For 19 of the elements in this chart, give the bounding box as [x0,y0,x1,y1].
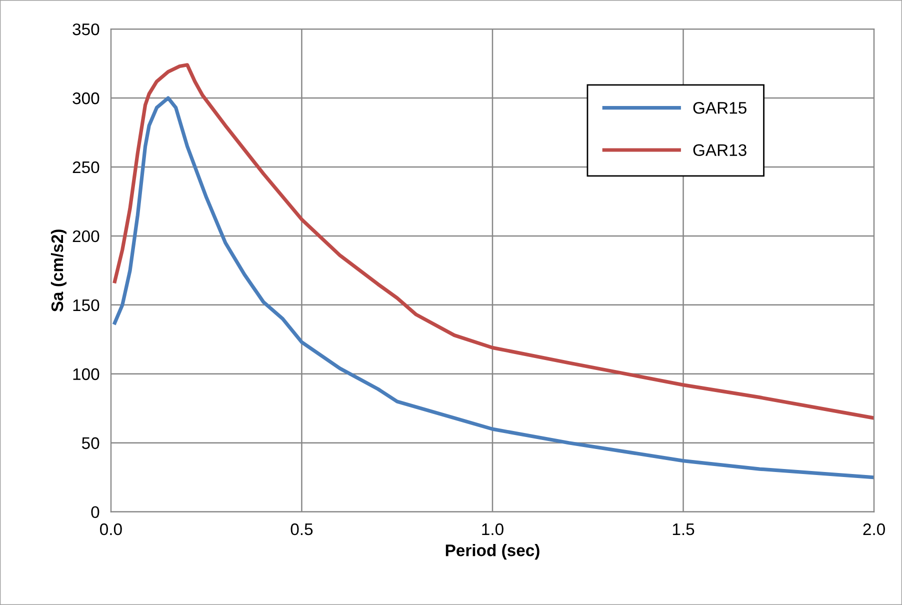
x-tick-label: 0.0 [100,523,122,536]
y-tick-label: 0 [91,506,100,518]
y-tick-label: 100 [73,368,100,380]
line-series [112,63,874,420]
y-tick-label: 250 [72,161,100,174]
line-series [112,96,874,480]
y-tick-label: 350 [72,23,100,36]
y-tick-label: 50 [82,437,100,450]
x-tick-label: 2.0 [863,523,885,536]
x-tick-label: 1.0 [482,523,504,536]
legend-label: GAR13 [693,144,746,156]
x-axis-title: Period (sec) [446,544,540,560]
y-axis-title: Sa (cm/s2) [50,230,66,312]
x-tick-label: 0.5 [290,523,313,536]
y-tick-label: 200 [72,230,100,242]
y-tick-label: 300 [72,92,100,104]
legend-label: GAR15 [693,102,746,114]
y-tick-label: 150 [73,299,100,312]
x-tick-label: 1.5 [672,524,694,536]
